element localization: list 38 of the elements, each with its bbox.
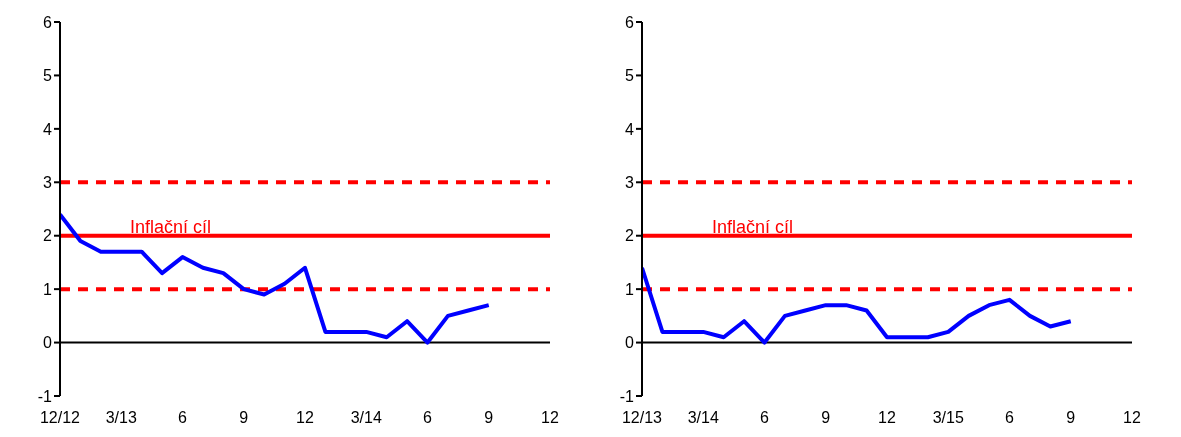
x-tick-label: 6 — [760, 409, 770, 427]
y-tick-label: 5 — [625, 67, 635, 85]
line-series — [60, 212, 491, 345]
ref-line-label: Inflační cíl — [712, 217, 794, 238]
x-tick-label: 9 — [239, 409, 249, 427]
y-tick-label: 5 — [43, 67, 53, 85]
x-tick-label: 12/12 — [39, 409, 81, 427]
ref-line-label: Inflační cíl — [130, 217, 212, 238]
x-tick-label: 12/13 — [621, 409, 663, 427]
x-tick-label: 9 — [821, 409, 831, 427]
y-tick-label: 2 — [625, 227, 635, 245]
y-tick-label: -1 — [37, 387, 53, 405]
y-tick-label: 3 — [43, 173, 53, 191]
x-tick-label: 12 — [541, 409, 559, 427]
y-tick-label: 4 — [625, 120, 635, 138]
x-tick-label: 3/13 — [105, 409, 137, 427]
y-tick-label: 1 — [625, 280, 635, 298]
x-tick-label: 12 — [296, 409, 314, 427]
x-tick-label: 12 — [1123, 409, 1141, 427]
y-tick-label: 4 — [43, 120, 53, 138]
y-tick-label: 3 — [625, 173, 635, 191]
x-tick-label: 12 — [878, 409, 896, 427]
y-tick-label: 0 — [43, 334, 53, 352]
y-tick-label: 6 — [43, 13, 53, 31]
x-tick-label: 3/14 — [687, 409, 719, 427]
y-tick-label: -1 — [619, 387, 635, 405]
x-tick-label: 9 — [484, 409, 494, 427]
x-tick-label: 6 — [1005, 409, 1015, 427]
x-tick-label: 6 — [178, 409, 188, 427]
x-tick-label: 3/14 — [350, 409, 382, 427]
x-tick-label: 3/15 — [932, 409, 964, 427]
x-tick-label: 9 — [1066, 409, 1076, 427]
y-tick-label: 2 — [43, 227, 53, 245]
y-tick-label: 1 — [43, 280, 53, 298]
y-tick-label: 6 — [625, 13, 635, 31]
x-tick-label: 6 — [423, 409, 433, 427]
y-tick-label: 0 — [625, 334, 635, 352]
line-series — [642, 265, 1073, 345]
